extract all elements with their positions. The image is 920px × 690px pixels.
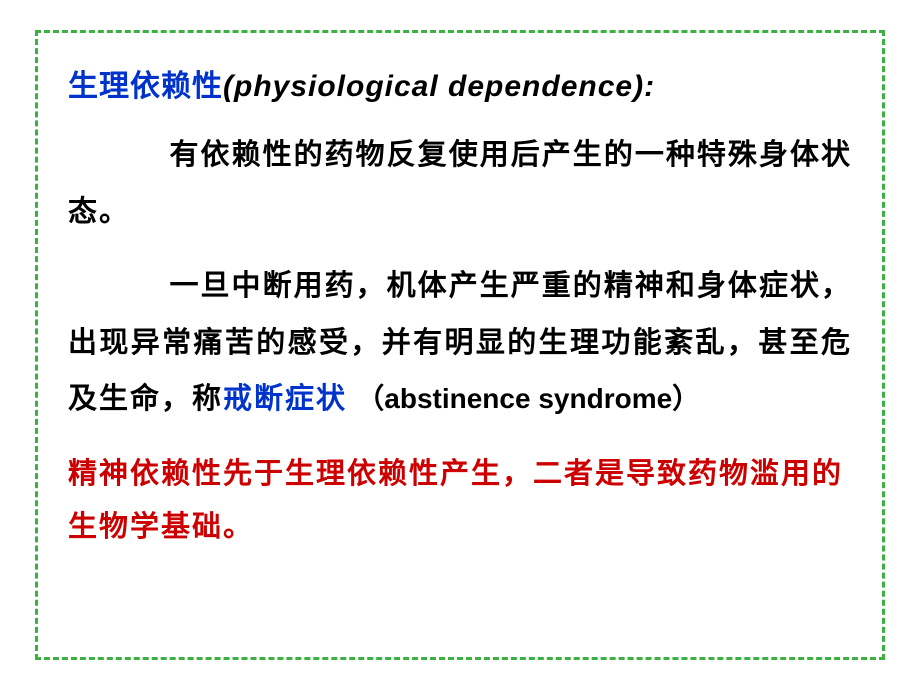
term-english: （abstinence syndrome） [356, 383, 700, 414]
title-chinese: 生理依赖性 [68, 70, 223, 103]
paragraph-2: 一旦中断用药，机体产生严重的精神和身体症状，出现异常痛苦的感受，并有明显的生理功… [68, 258, 852, 428]
content-box: 生理依赖性(physiological dependence): 有依赖性的药物… [35, 30, 885, 660]
title-english: (physiological dependence): [223, 70, 655, 103]
red-paragraph: 精神依赖性先于生理依赖性产生，二者是导致药物滥用的生物学基础。 [68, 448, 852, 555]
term-chinese: 戒断症状 [223, 383, 347, 415]
title-line: 生理依赖性(physiological dependence): [68, 61, 852, 105]
paragraph-1: 有依赖性的药物反复使用后产生的一种特殊身体状态。 [68, 127, 852, 240]
